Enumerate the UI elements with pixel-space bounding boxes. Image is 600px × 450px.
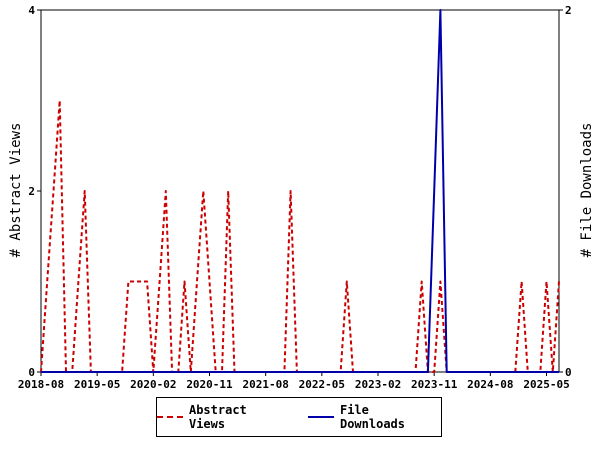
x-tick-label: 2019-05 <box>74 378 120 391</box>
x-tick-label: 2021-08 <box>242 378 288 391</box>
plot-border <box>40 9 560 373</box>
left-tick-label: 4 <box>28 4 35 17</box>
right-axis-ticks: 02 <box>559 4 572 379</box>
left-tick-label: 0 <box>28 366 35 379</box>
series-line-file-downloads <box>41 9 559 373</box>
legend-swatch-dashed <box>157 416 183 418</box>
legend-swatch-solid <box>308 416 334 418</box>
x-tick-label: 2018-08 <box>18 378 64 391</box>
legend-item-abstract-views: Abstract Views <box>157 403 290 431</box>
x-tick-label: 2025-05 <box>523 378 569 391</box>
x-axis-ticks: 2018-08 2019-05 2020-02 2020-11 2021-08 2022-… <box>18 372 570 391</box>
legend-item-file-downloads: File Downloads <box>308 403 441 431</box>
x-tick-label: 2023-02 <box>355 378 401 391</box>
series-line-abstract-views <box>40 99 560 373</box>
right-tick-label: 0 <box>565 366 572 379</box>
y-axis-left-label: # Abstract Views <box>8 123 24 258</box>
right-tick-label: 2 <box>565 4 572 17</box>
left-tick-label: 2 <box>28 185 35 198</box>
chart-legend: Abstract Views File Downloads <box>156 397 442 437</box>
series-layer <box>40 9 560 373</box>
x-tick-label: 2020-02 <box>130 378 176 391</box>
legend-label: Abstract Views <box>188 403 247 431</box>
x-tick-label: 2023-11 <box>411 378 458 391</box>
legend-label: File Downloads <box>339 403 405 431</box>
x-tick-label: 2022-05 <box>299 378 345 391</box>
x-tick-label: 2020-11 <box>186 378 233 391</box>
y-axis-right-label: # File Downloads <box>579 123 595 258</box>
left-axis-ticks: 0 2 4 <box>28 4 41 379</box>
plot-frame <box>40 9 560 373</box>
x-tick-label: 2024-08 <box>467 378 513 391</box>
